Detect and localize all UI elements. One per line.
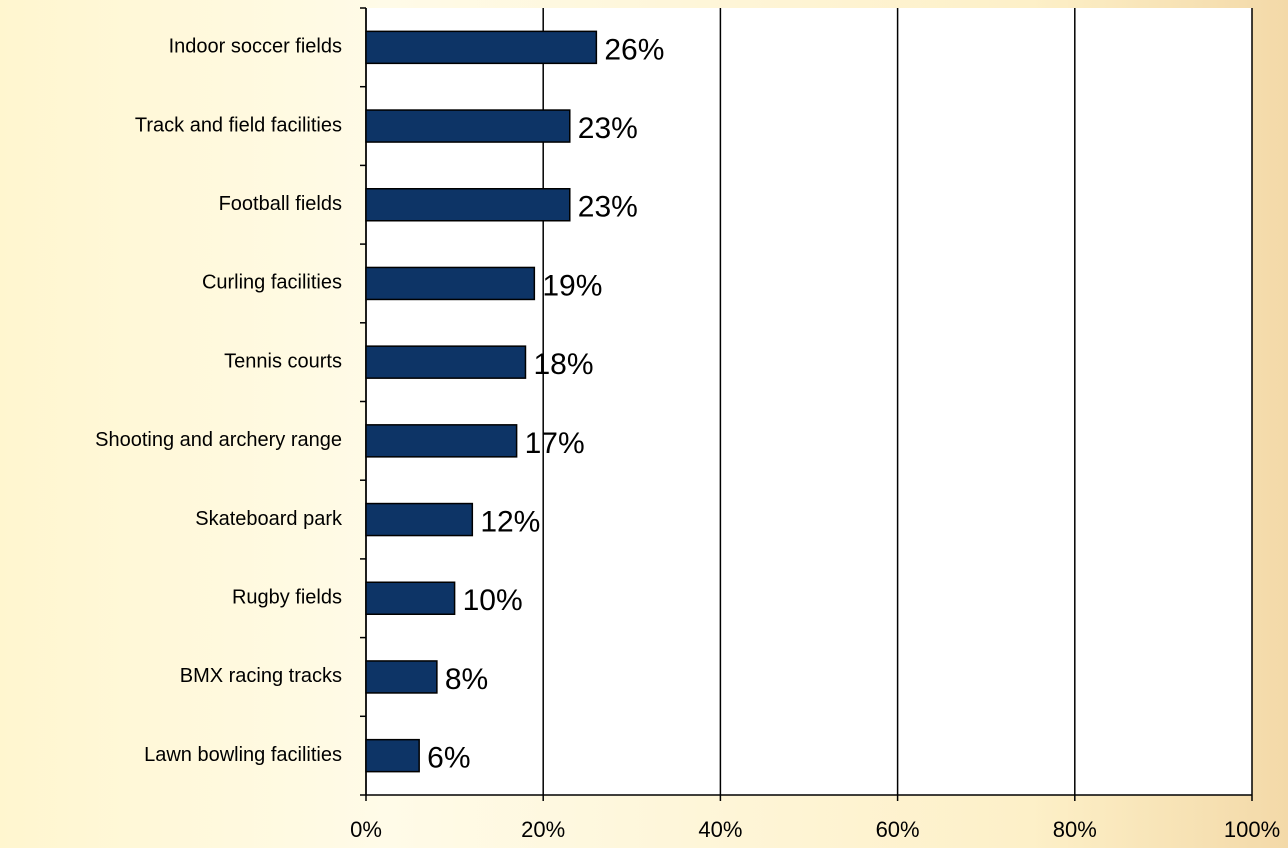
bar — [366, 582, 455, 614]
y-tick-label: Skateboard park — [195, 508, 343, 530]
y-tick-label: Curling facilities — [202, 272, 342, 294]
x-tick-label: 80% — [1053, 817, 1097, 842]
value-label: 26% — [604, 33, 664, 66]
bar — [366, 425, 517, 457]
bar — [366, 504, 472, 536]
bar — [366, 31, 596, 63]
value-label: 8% — [445, 663, 488, 696]
x-tick-label: 40% — [698, 817, 742, 842]
y-tick-label: Tennis courts — [224, 350, 342, 372]
value-label: 6% — [427, 742, 470, 775]
x-tick-label: 20% — [521, 817, 565, 842]
bar — [366, 110, 570, 142]
y-tick-label: Lawn bowling facilities — [144, 744, 342, 766]
value-label: 10% — [463, 584, 523, 617]
bar — [366, 346, 525, 378]
bar — [366, 267, 534, 299]
value-label: 17% — [525, 427, 585, 460]
value-label: 23% — [578, 191, 638, 224]
y-tick-label: Shooting and archery range — [95, 429, 342, 451]
y-tick-label: Football fields — [219, 193, 342, 215]
bar — [366, 189, 570, 221]
x-tick-label: 100% — [1224, 817, 1280, 842]
value-label: 12% — [480, 505, 540, 538]
y-tick-label: BMX racing tracks — [180, 665, 342, 687]
y-tick-label: Indoor soccer fields — [169, 36, 342, 58]
bar — [366, 740, 419, 772]
y-tick-label: Track and field facilities — [135, 114, 342, 136]
value-label: 23% — [578, 112, 638, 145]
bar — [366, 661, 437, 693]
x-tick-label: 60% — [876, 817, 920, 842]
chart: 0% 20% 40% 60% 80% 100% Indoor soccer fields 26… — [0, 0, 1288, 848]
value-label: 18% — [533, 348, 593, 381]
x-tick-label: 0% — [350, 817, 382, 842]
value-label: 19% — [542, 269, 602, 302]
y-tick-label: Rugby fields — [232, 587, 342, 609]
